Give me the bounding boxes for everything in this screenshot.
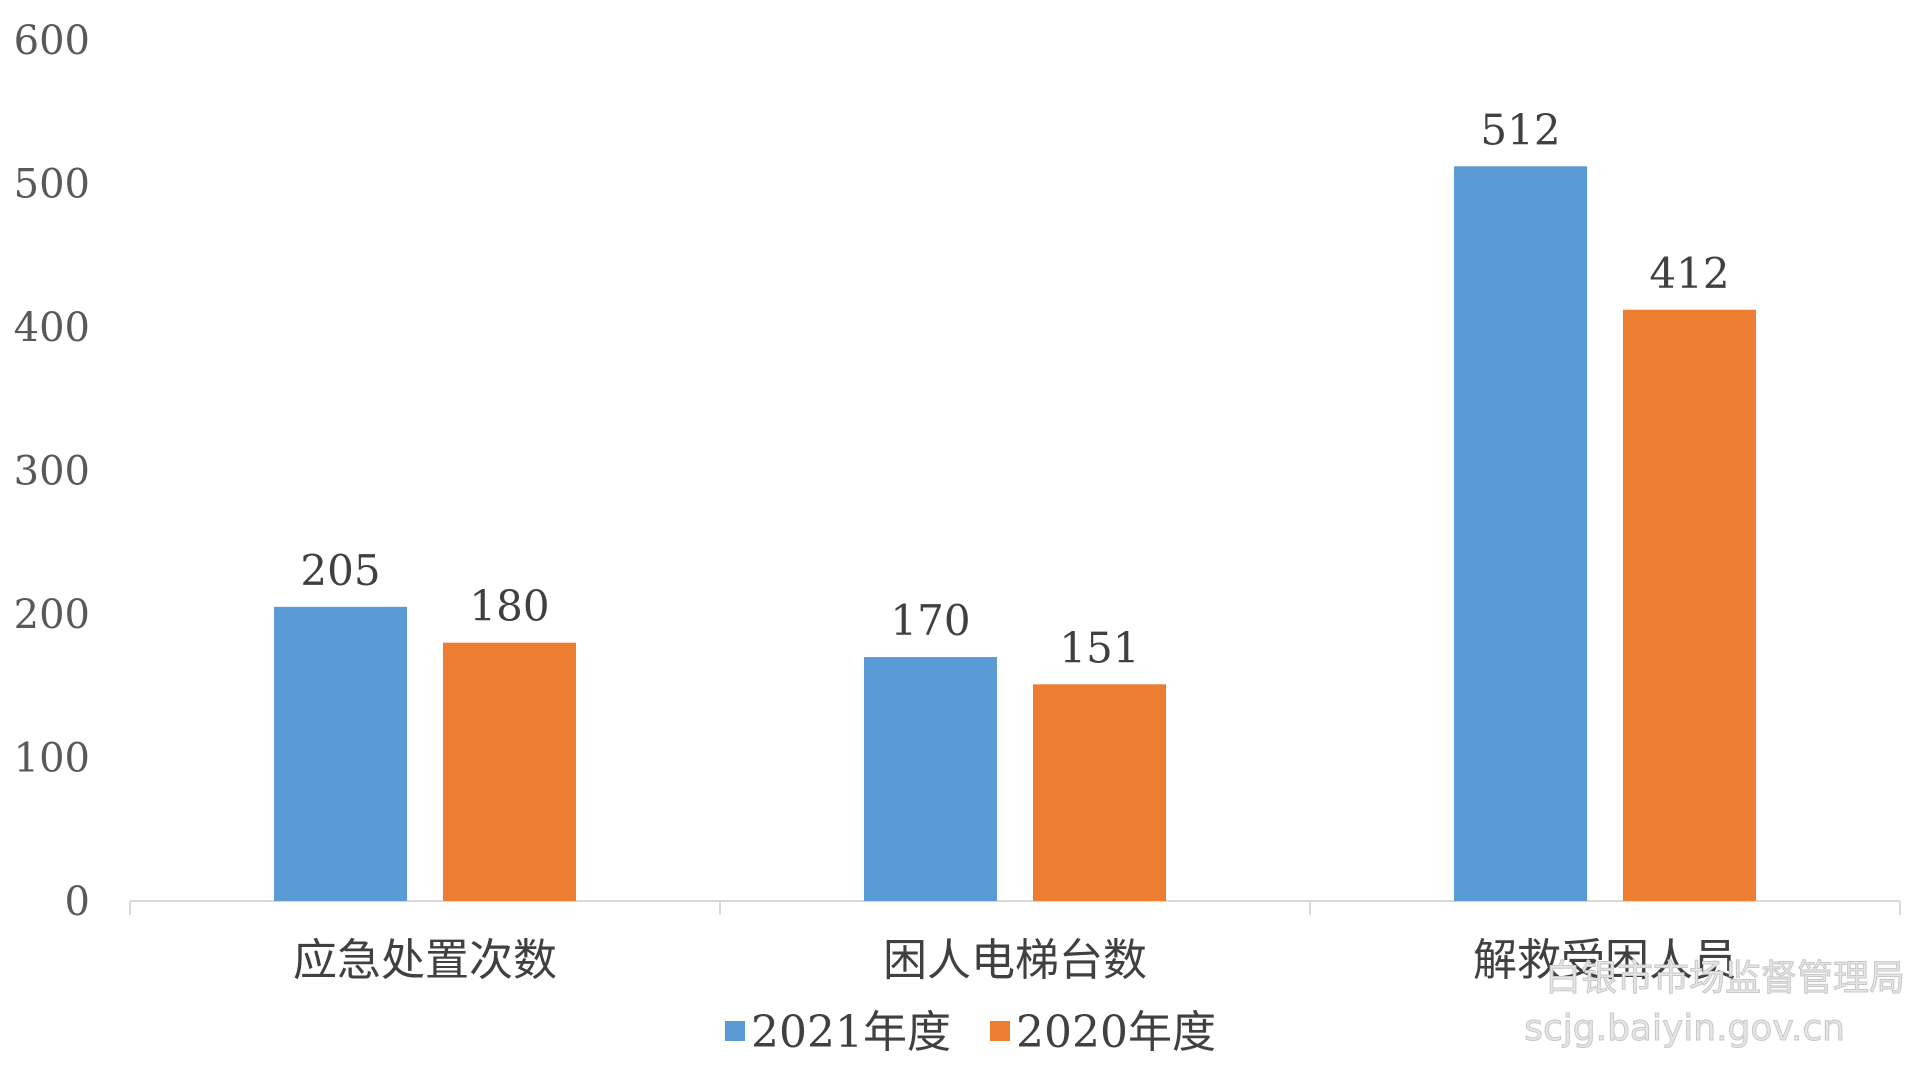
- bar: [274, 606, 407, 901]
- bar: [1623, 309, 1756, 901]
- data-label: 512: [1480, 105, 1560, 154]
- legend-swatch: [725, 1021, 745, 1041]
- legend-label: 2020年度: [1016, 1007, 1216, 1058]
- legend-item: 2020年度: [990, 1007, 1216, 1058]
- y-tick-label: 500: [14, 162, 90, 208]
- y-axis: 0 100 200 300 400 500 600: [14, 18, 90, 925]
- y-tick-label: 300: [14, 449, 90, 495]
- x-category-label: 困人电梯台数: [883, 935, 1147, 986]
- data-label: 180: [469, 582, 549, 631]
- data-label: 170: [890, 596, 970, 645]
- bar: [1454, 166, 1587, 901]
- data-labels: 205 170 512 180 151 412: [300, 105, 1729, 672]
- data-label: 205: [300, 546, 380, 595]
- watermark-line1: 白银市市场监督管理局: [1545, 958, 1905, 999]
- y-tick-label: 100: [14, 736, 90, 782]
- legend: 2021年度 2020年度: [725, 1007, 1216, 1058]
- x-category-label: 解救受困人员: [1473, 935, 1737, 986]
- legend-label: 2021年度: [751, 1007, 951, 1058]
- y-tick-label: 400: [14, 305, 90, 351]
- bar: [864, 657, 997, 901]
- data-label: 412: [1649, 249, 1729, 298]
- bar: [443, 642, 576, 901]
- x-category-label: 应急处置次数: [293, 935, 557, 986]
- y-tick-label: 0: [65, 879, 90, 925]
- bar: [1033, 684, 1166, 901]
- legend-item: 2021年度: [725, 1007, 951, 1058]
- data-label: 151: [1059, 623, 1139, 672]
- legend-swatch: [990, 1021, 1010, 1041]
- y-tick-label: 200: [14, 592, 90, 638]
- y-tick-label: 600: [14, 18, 90, 64]
- bars: [274, 166, 1756, 901]
- watermark-line2: scjg.baiyin.gov.cn: [1524, 1008, 1845, 1049]
- x-axis: 应急处置次数 困人电梯台数 解救受困人员: [129, 900, 1901, 986]
- watermark: 白银市市场监督管理局 scjg.baiyin.gov.cn: [1524, 958, 1906, 1050]
